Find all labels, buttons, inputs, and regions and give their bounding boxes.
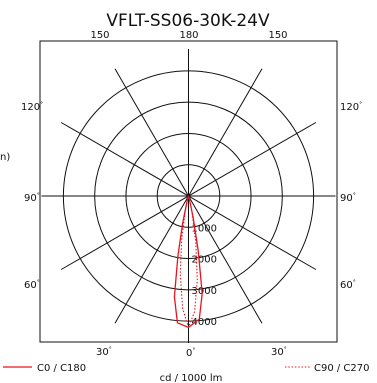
legend-label-c90-c270: C90 / C270 xyxy=(314,363,370,374)
series-curve-c90-c270 xyxy=(179,195,198,328)
angle-label-left-120: 120° xyxy=(21,101,43,113)
angle-label-right-120: 120° xyxy=(340,101,362,113)
legend-label-c0-c180: C0 / C180 xyxy=(37,363,86,374)
radial-tick-labels: 1000 2000 3000 4000 xyxy=(192,223,217,328)
radial-tick-label-2000: 2000 xyxy=(192,255,217,266)
radial-tick-label-1000: 1000 xyxy=(192,223,217,234)
angle-label-right-90: 90° xyxy=(340,192,356,204)
angle-label-bottom-0: 0° xyxy=(186,347,195,359)
angle-label-left-90: 90° xyxy=(24,192,40,204)
angle-label-right-60: 60° xyxy=(340,279,356,291)
angle-labels-right: 120° 90° 60° 30° xyxy=(271,101,362,358)
angle-label-top-left: 150 xyxy=(90,30,109,41)
angle-label-left-60: 60° xyxy=(24,279,40,291)
axis-title-fragment: n) xyxy=(0,152,10,163)
chart-title: VFLT-SS06-30K-24V xyxy=(106,11,270,31)
legend-c90-c270: C90 / C270 xyxy=(285,363,370,374)
legend-c0-c180: C0 / C180 xyxy=(3,363,86,374)
angle-label-top-center: 180 xyxy=(179,30,198,41)
radial-tick-label-3000: 3000 xyxy=(192,286,217,297)
angle-label-top-right: 150 xyxy=(268,30,287,41)
unit-label: cd / 1000 lm xyxy=(160,373,223,383)
radial-tick-label-4000: 4000 xyxy=(192,317,217,328)
angle-labels-left: 120° 90° 60° 30° xyxy=(21,101,112,358)
angle-label-left-30: 30° xyxy=(96,346,112,358)
angle-label-right-30: 30° xyxy=(271,346,287,358)
intensity-curves xyxy=(173,195,203,329)
